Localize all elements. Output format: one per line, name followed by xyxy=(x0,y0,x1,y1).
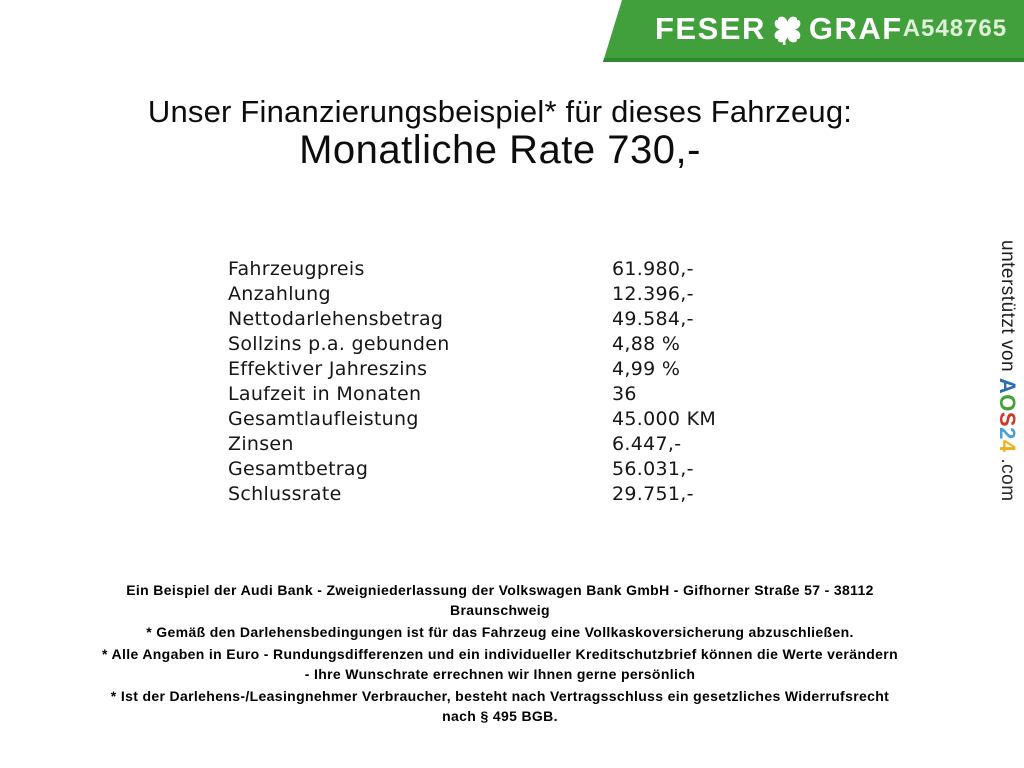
banner-content: FESER GRAF A548765 xyxy=(603,0,1024,58)
finance-table-row: Sollzins p.a. gebunden 4,88 % xyxy=(228,332,716,357)
finance-row-label: Zinsen xyxy=(228,433,294,455)
vehicle-id-badge: A548765 xyxy=(902,15,1008,42)
banner-bottom-stripe xyxy=(603,58,1024,62)
finance-table-row: Gesamtbetrag 56.031,- xyxy=(228,457,716,482)
finance-row-label: Fahrzeugpreis xyxy=(228,258,365,280)
finance-table-row: Nettodarlehensbetrag 49.584,- xyxy=(228,307,716,332)
finance-row-label: Anzahlung xyxy=(228,283,331,305)
finance-table-row: Gesamtlaufleistung 45.000 KM xyxy=(228,407,716,432)
finance-row-value: 56.031,- xyxy=(612,458,694,480)
four-leaf-clover-icon xyxy=(772,14,803,46)
finance-row-value: 6.447,- xyxy=(612,433,682,455)
monthly-rate-title: Monatliche Rate 730,- xyxy=(299,128,701,172)
finance-row-label: Nettodarlehensbetrag xyxy=(228,308,444,330)
finance-table-row: Fahrzeugpreis 61.980,- xyxy=(228,257,716,282)
finance-table-row: Laufzeit in Monaten 36 xyxy=(228,382,716,407)
legal-footer-line: Ein Beispiel der Audi Bank - Zweignieder… xyxy=(126,582,874,598)
finance-row-label: Sollzins p.a. gebunden xyxy=(228,333,450,355)
finance-row-value: 12.396,- xyxy=(612,283,694,305)
offer-title: Unser Finanzierungsbeispiel* für dieses … xyxy=(147,94,853,129)
finance-row-label: Effektiver Jahreszins xyxy=(228,358,428,380)
finance-row-value: 45.000 KM xyxy=(612,408,717,430)
finance-row-label: Schlussrate xyxy=(228,483,342,505)
brand-name-right: GRAF xyxy=(808,11,903,46)
finance-row-value: 4,88 % xyxy=(612,333,681,355)
finance-row-label: Gesamtbetrag xyxy=(228,458,369,480)
legal-footer-paragraph: * Ist der Darlehens-/Leasingnehmer Verbr… xyxy=(0,686,1000,726)
finance-row-value: 4,99 % xyxy=(612,358,681,380)
legal-footer-paragraph: Ein Beispiel der Audi Bank - Zweignieder… xyxy=(0,580,1000,620)
brand-name-left: FESER xyxy=(655,11,766,46)
finance-row-label: Gesamtlaufleistung xyxy=(228,408,419,430)
legal-footer-line: * Alle Angaben in Euro - Rundungsdiffere… xyxy=(102,646,898,662)
legal-footer: Ein Beispiel der Audi Bank - Zweignieder… xyxy=(0,580,1000,728)
supported-by-text: unterstützt von xyxy=(997,240,1018,378)
legal-footer-line: * Gemäß den Darlehensbedingungen ist für… xyxy=(146,624,854,640)
aos24-logo: AOS24 xyxy=(995,378,1020,453)
legal-footer-line: * Ist der Darlehens-/Leasingnehmer Verbr… xyxy=(110,688,890,704)
finance-table-row: Schlussrate 29.751,- xyxy=(228,482,716,507)
finance-row-value: 29.751,- xyxy=(612,483,694,505)
aos24-logo-letter: 4 xyxy=(995,439,1020,453)
aos24-logo-letter: O xyxy=(995,394,1020,412)
legal-footer-line: Braunschweig xyxy=(450,602,550,618)
aos24-logo-letter: A xyxy=(995,377,1020,395)
legal-footer-line: - Ihre Wunschrate errechnen wir Ihnen ge… xyxy=(304,666,696,682)
finance-table: Fahrzeugpreis 61.980,- Anzahlung 12.396,… xyxy=(228,257,716,507)
finance-table-row: Anzahlung 12.396,- xyxy=(228,282,716,307)
aos24-logo-letter: 2 xyxy=(995,427,1020,440)
finance-table-row: Zinsen 6.447,- xyxy=(228,432,716,457)
aos24-logo-letter: S xyxy=(995,411,1020,428)
supported-by-credit: unterstützt von AOS24 .com xyxy=(994,240,1020,502)
legal-footer-paragraph: * Alle Angaben in Euro - Rundungsdiffere… xyxy=(0,644,1000,684)
finance-row-value: 36 xyxy=(612,383,637,405)
finance-row-value: 49.584,- xyxy=(612,308,694,330)
aos24-domain-suffix: .com xyxy=(997,452,1018,502)
finance-table-row: Effektiver Jahreszins 4,99 % xyxy=(228,357,716,382)
finance-row-label: Laufzeit in Monaten xyxy=(228,383,422,405)
legal-footer-line: nach § 495 BGB. xyxy=(442,708,558,724)
legal-footer-paragraph: * Gemäß den Darlehensbedingungen ist für… xyxy=(0,622,1000,642)
brand-banner: FESER GRAF A548765 xyxy=(603,0,1024,62)
finance-row-value: 61.980,- xyxy=(612,258,694,280)
